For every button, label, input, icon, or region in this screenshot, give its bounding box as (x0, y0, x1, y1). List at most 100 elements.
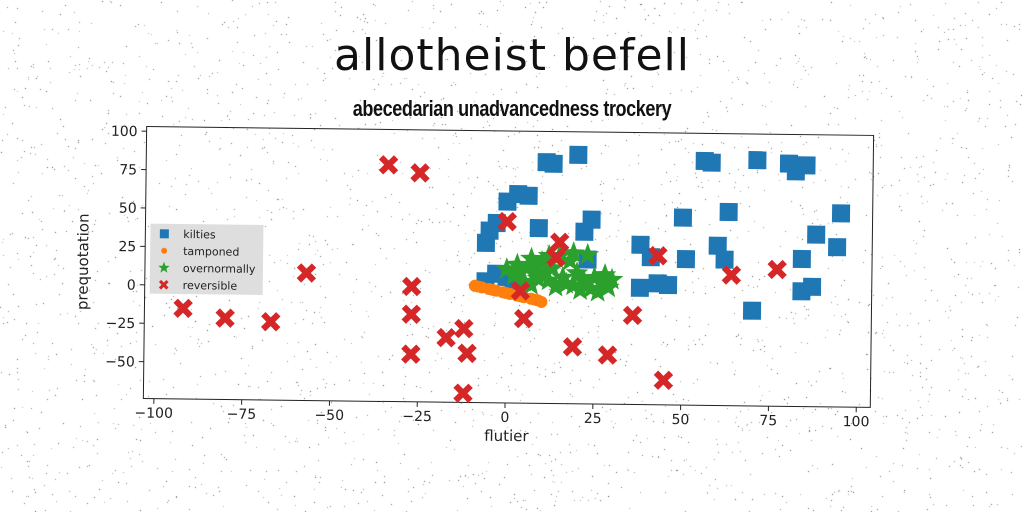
y-axis-label: prequotation (73, 213, 92, 310)
kilties-point (719, 202, 738, 222)
reversible-point (513, 308, 534, 329)
y-tick-label: 0 (127, 278, 136, 294)
overnormally-point (512, 269, 536, 292)
x-tick-label: 0 (500, 410, 509, 426)
data-points (173, 145, 851, 403)
reversible-point (767, 259, 787, 280)
x-tick-label: −25 (402, 409, 432, 425)
x-tick-label: 50 (671, 412, 689, 428)
reversible-point (721, 265, 742, 285)
axis-ticks: −100 −75 −50 −25 0 25 50 75 100 −50 −25 0 25 50 75 100 (105, 124, 870, 431)
kilties-point (828, 238, 847, 257)
overnormally-point (537, 268, 561, 291)
overnormally-point (562, 241, 586, 263)
kilties-point (802, 277, 822, 296)
overnormally-point (541, 256, 564, 279)
y-tick-label: −25 (106, 316, 136, 332)
reversible-point (436, 327, 456, 348)
y-tick-label: −50 (105, 354, 135, 370)
reversible-point (378, 155, 399, 175)
reversible-point (562, 337, 583, 357)
series-reversible (173, 155, 787, 403)
overnormally-point (519, 272, 543, 295)
overnormally-point (533, 259, 557, 282)
legend-label-overnormally: overnormally (183, 262, 256, 276)
tamponed-point (472, 280, 485, 293)
y-tick-label: 75 (119, 162, 137, 178)
kilties-point (676, 250, 696, 269)
overnormally-point (579, 276, 603, 299)
overnormally-point (593, 263, 617, 285)
reversible-point (401, 304, 422, 324)
legend-box (149, 223, 264, 295)
overnormally-point (600, 267, 624, 290)
kilties-point (702, 153, 721, 172)
kilties-point (630, 278, 650, 297)
legend-label-tamponed: tamponed (183, 245, 239, 259)
reversible-point (510, 281, 531, 301)
kilties-point (748, 151, 767, 170)
legend-marker-tamponed (161, 247, 168, 254)
y-tick-label: 100 (111, 124, 138, 140)
overnormally-point (544, 274, 568, 297)
overnormally-point (495, 257, 519, 280)
reversible-point (401, 344, 421, 364)
reversible-point (546, 247, 566, 268)
overnormally-point (561, 273, 585, 296)
x-axis-label: flutier (484, 427, 529, 446)
x-tick-label: −75 (227, 407, 257, 423)
kilties-point (807, 225, 826, 244)
overnormally-point (576, 242, 600, 265)
y-tick-label: 50 (119, 201, 137, 217)
tamponed-point (500, 287, 513, 300)
kilties-point (569, 145, 588, 164)
overnormally-point (582, 266, 606, 288)
reversible-point (597, 345, 618, 365)
kilties-point (544, 154, 563, 173)
overnormally-point (586, 279, 610, 302)
overnormally-point (520, 246, 543, 269)
kilties-point (658, 275, 678, 295)
legend-label-kilties: kilties (183, 228, 216, 241)
overnormally-point (530, 249, 554, 272)
overnormally-point (551, 265, 575, 288)
reversible-point (454, 318, 474, 339)
kilties-point (708, 236, 727, 255)
reversible-point (410, 163, 430, 183)
reversible-point (549, 232, 570, 253)
reversible-point (260, 311, 281, 332)
reversible-point (457, 343, 477, 364)
legend-label-reversible: reversible (183, 279, 238, 293)
reversible-point (653, 370, 674, 391)
legend: kilties tamponed overnormally reversible (149, 223, 264, 295)
overnormally-point (523, 262, 547, 284)
kilties-point (519, 186, 538, 205)
reversible-point (173, 298, 193, 319)
overnormally-point (526, 266, 550, 289)
legend-marker-overnormally (158, 261, 170, 273)
kilties-point (792, 249, 811, 269)
reversible-point (453, 383, 473, 403)
series-overnormally (495, 241, 624, 302)
chart-title: allotheist befell (334, 30, 690, 81)
kilties-point (582, 210, 601, 229)
reversible-point (296, 263, 317, 283)
overnormally-point (568, 278, 592, 300)
reversible-point (497, 211, 518, 232)
reversible-point (401, 276, 422, 297)
y-tick-label: 25 (118, 239, 136, 255)
x-tick-label: 100 (843, 414, 870, 430)
kilties-point (742, 301, 762, 320)
tamponed-point (486, 283, 499, 296)
kilties-point (673, 208, 693, 227)
kilties-point (715, 250, 734, 269)
overnormally-point (505, 252, 529, 275)
chart-subtitle: abecedarian unadvancedness trockery (352, 96, 672, 121)
x-tick-label: −50 (314, 408, 344, 424)
kilties-point (529, 219, 548, 238)
legend-marker-kilties (159, 229, 169, 239)
overnormally-point (565, 261, 589, 284)
x-tick-label: 75 (759, 413, 777, 429)
tamponed-point (528, 293, 541, 306)
